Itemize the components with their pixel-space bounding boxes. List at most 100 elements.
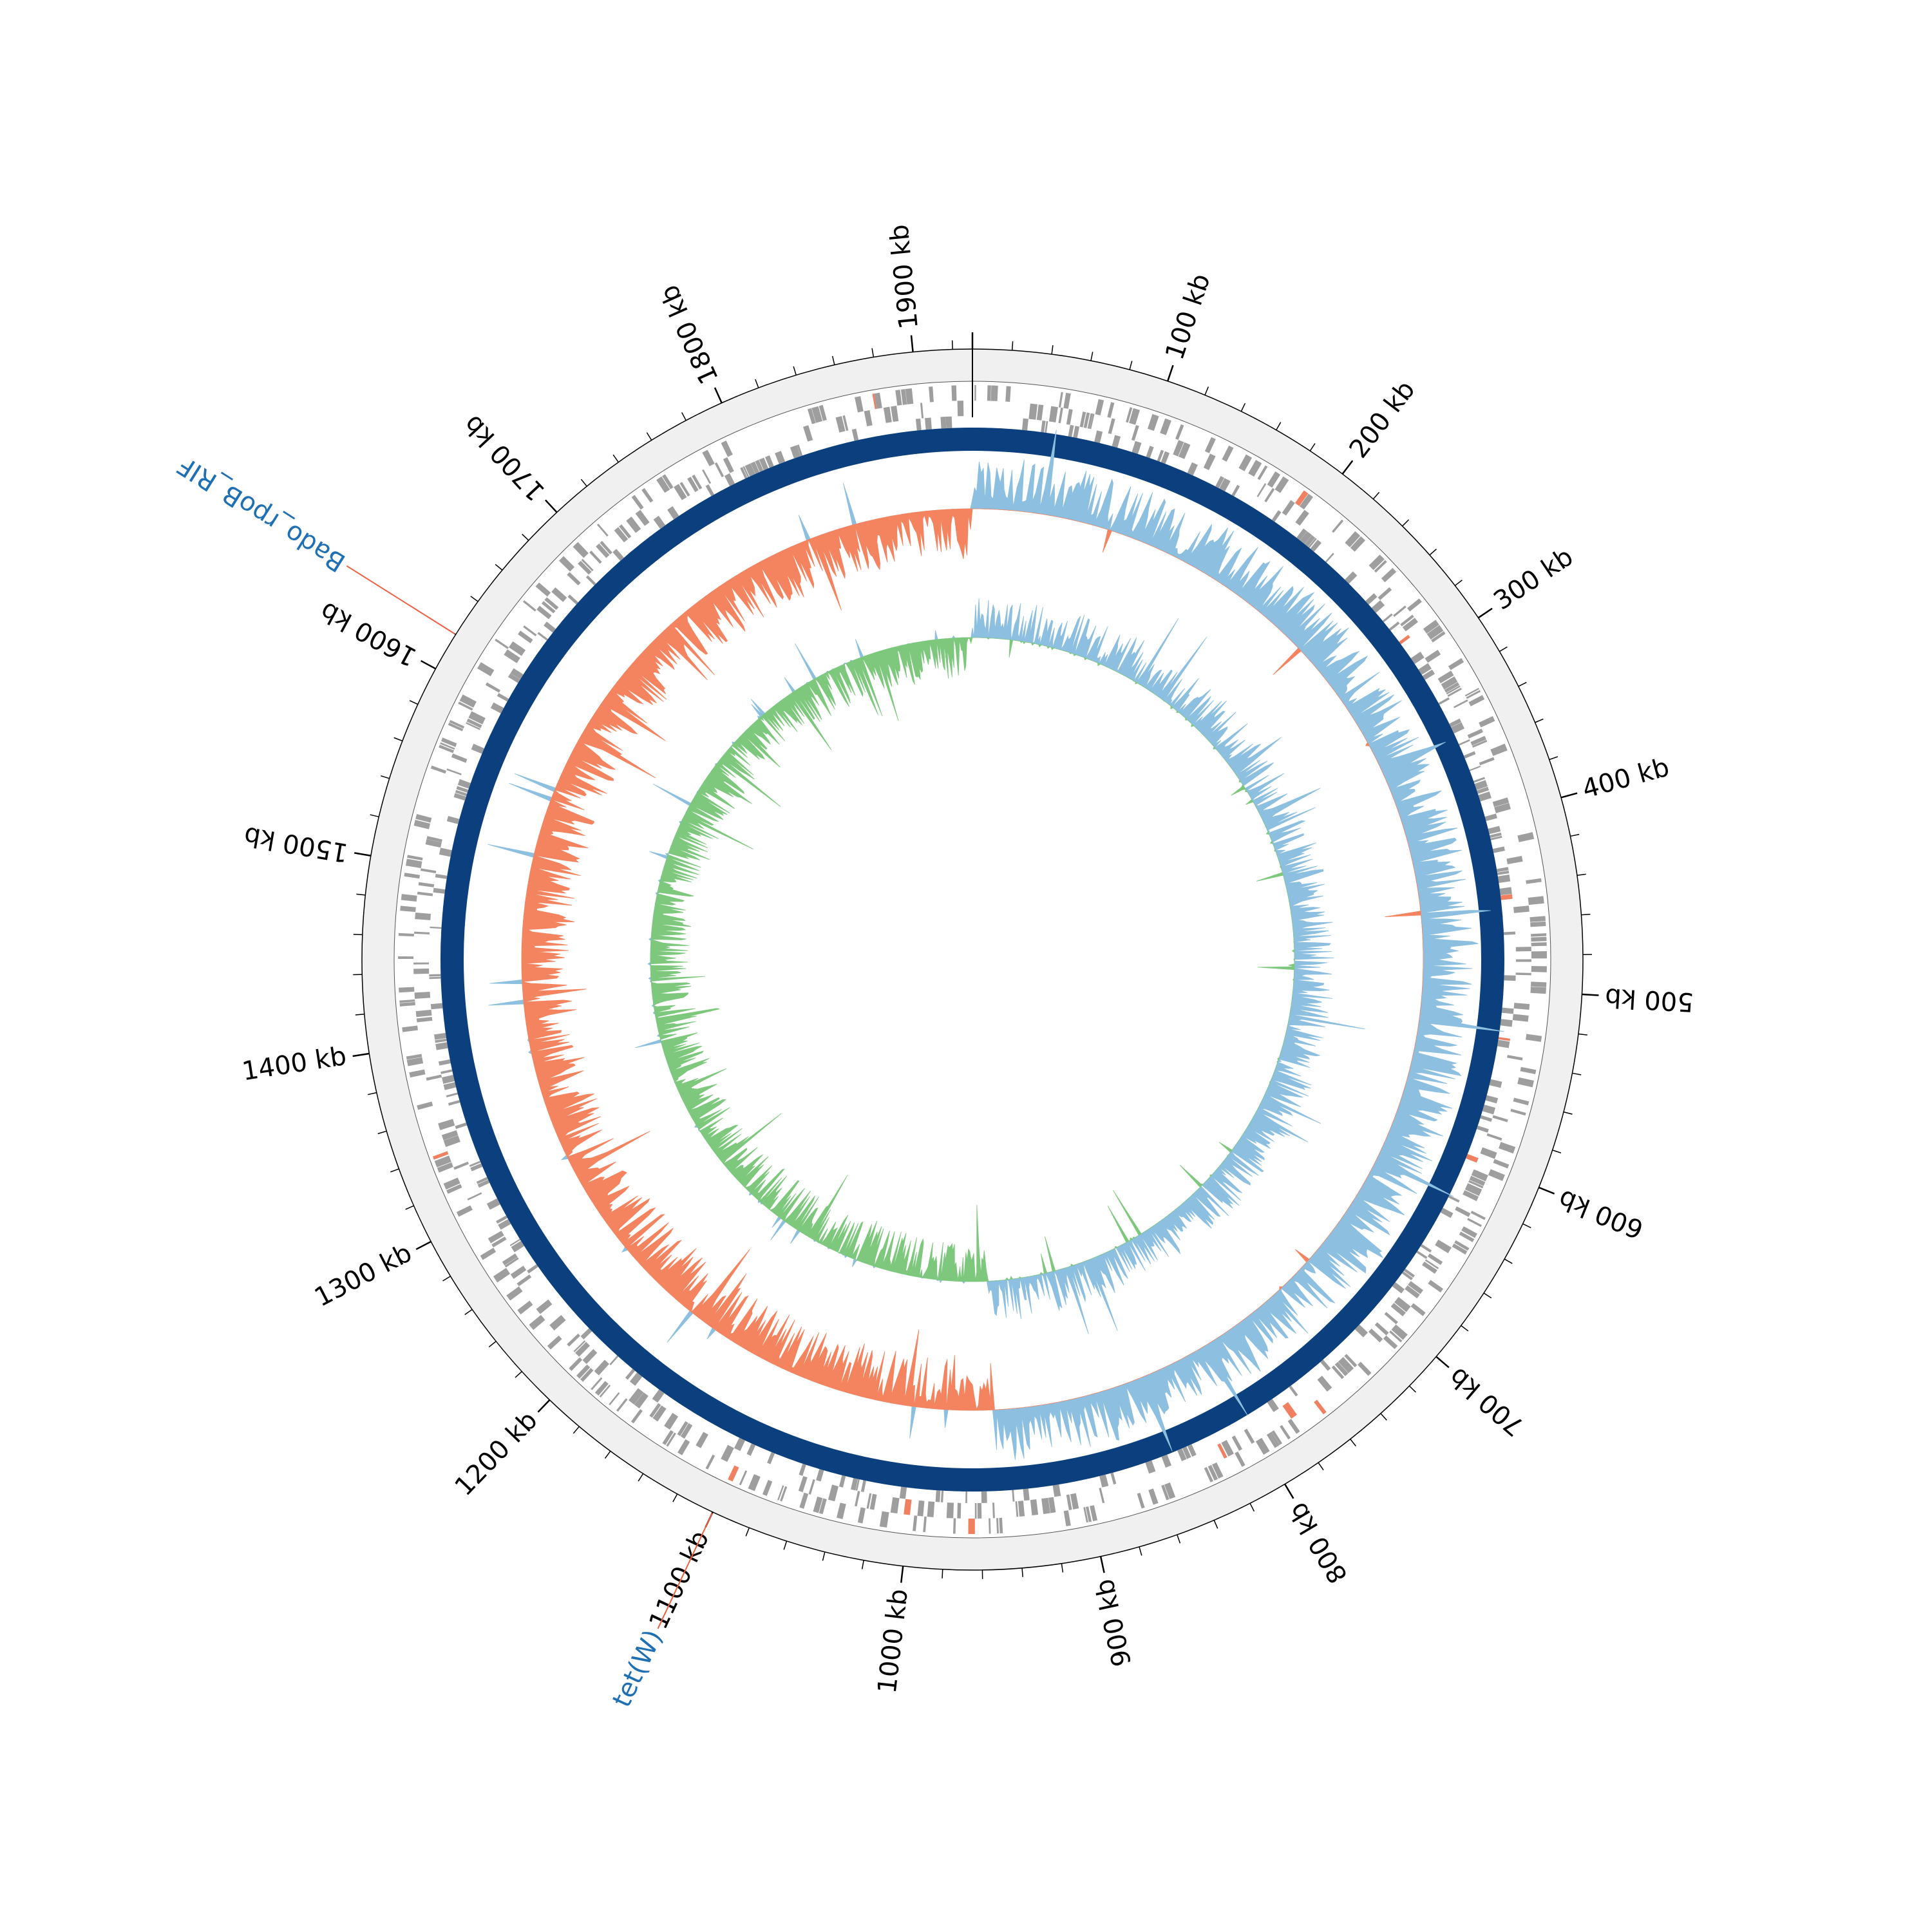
cds-block (1300, 531, 1312, 544)
cds-block (1466, 690, 1481, 699)
cds-block (1488, 1169, 1505, 1181)
cds-block (1374, 1322, 1389, 1336)
cds-block (1187, 462, 1198, 476)
cds-block (999, 1517, 1003, 1533)
cds-block (1267, 1399, 1279, 1412)
cds-block (1063, 392, 1071, 409)
cds-block (523, 625, 537, 637)
cds-block (1531, 942, 1547, 947)
cds-block (398, 956, 414, 960)
cds-block (1388, 621, 1400, 631)
cds-block (585, 575, 596, 586)
minor-tick (1011, 341, 1014, 351)
cds-block (417, 891, 433, 896)
cds-block (442, 1075, 455, 1084)
minor-tick (470, 596, 478, 602)
cds-block (1485, 1095, 1499, 1104)
minor-tick (1240, 402, 1246, 412)
cds-block (544, 621, 556, 633)
cds-block (1089, 413, 1095, 430)
cds-block (1248, 460, 1262, 477)
cds-block (518, 630, 533, 643)
minor-tick (1518, 681, 1527, 687)
cds-block (923, 1516, 927, 1533)
cds-block (780, 1486, 788, 1502)
tick-label: 1300 kb (310, 1238, 417, 1312)
gc-content-track (488, 430, 1504, 1460)
minor-tick (755, 379, 759, 388)
cds-block (1219, 478, 1231, 491)
cds-block (705, 484, 715, 497)
cds-block (1444, 682, 1460, 693)
cds-block (1287, 1419, 1300, 1434)
annotation-label: Bado_rpoB_RIF (173, 450, 351, 578)
cds-block (656, 476, 670, 493)
cds-block (1310, 540, 1321, 552)
major-tick (1582, 993, 1599, 996)
cds-block (441, 1130, 459, 1141)
cds-block (415, 1009, 432, 1018)
minor-tick (1552, 1150, 1562, 1153)
cds-block (567, 594, 579, 605)
cds-block (1344, 1354, 1358, 1368)
minor-tick (1177, 1534, 1181, 1544)
cds-block (1497, 874, 1511, 884)
cds-block (600, 540, 612, 554)
cds-block (469, 1160, 481, 1168)
major-tick (1284, 1483, 1294, 1499)
cds-block (429, 974, 441, 977)
cds-block (1449, 718, 1462, 728)
major-tick (1539, 1186, 1555, 1195)
cds-block (1235, 1451, 1245, 1467)
cds-block (1294, 490, 1309, 506)
cds-block (486, 1198, 500, 1210)
minor-tick (1429, 548, 1437, 556)
cds-block (744, 463, 755, 477)
cds-block (413, 968, 430, 974)
cds-block (596, 543, 610, 558)
cds-block (581, 558, 594, 571)
cds-block (1467, 1218, 1482, 1227)
cds-block (1271, 510, 1282, 522)
cds-block (433, 887, 446, 894)
minor-tick (1276, 422, 1282, 431)
cds-block (438, 1059, 451, 1066)
cds-block (575, 1341, 591, 1357)
cds-block (1400, 614, 1414, 627)
cds-block (1482, 1104, 1496, 1115)
cds-block (466, 722, 480, 730)
cds-block (485, 682, 501, 693)
cds-block (1401, 1271, 1413, 1280)
cds-block (468, 711, 486, 724)
minor-tick (1402, 519, 1409, 527)
cds-block (974, 1502, 977, 1519)
cds-block (1161, 1484, 1170, 1501)
cds-block (1513, 1003, 1530, 1010)
cds-block (762, 1479, 773, 1496)
cds-block (1331, 1365, 1345, 1379)
cds-block (957, 1502, 961, 1519)
cds-block (1012, 1490, 1015, 1502)
cds-block (421, 868, 437, 873)
minor-tick (573, 1426, 580, 1434)
cds-block (614, 527, 629, 543)
cds-track (398, 385, 1547, 1535)
cds-block (1255, 1437, 1270, 1455)
cds-block (1378, 587, 1392, 600)
cds-block (453, 1161, 469, 1170)
cds-block (913, 1515, 918, 1531)
cds-block (1515, 972, 1531, 976)
cds-block (399, 999, 415, 1003)
cds-block (1244, 1428, 1255, 1444)
cds-block (612, 549, 624, 561)
cds-block (917, 1500, 925, 1517)
tick-label: 1800 kb (654, 281, 724, 389)
minor-tick (822, 1551, 826, 1561)
cds-block (1090, 1505, 1098, 1522)
minor-tick (1380, 1413, 1387, 1421)
major-tick (354, 852, 372, 857)
cds-block (1182, 1446, 1191, 1459)
minor-tick (1581, 913, 1591, 916)
minor-tick (612, 454, 619, 463)
cds-block (1492, 846, 1505, 853)
